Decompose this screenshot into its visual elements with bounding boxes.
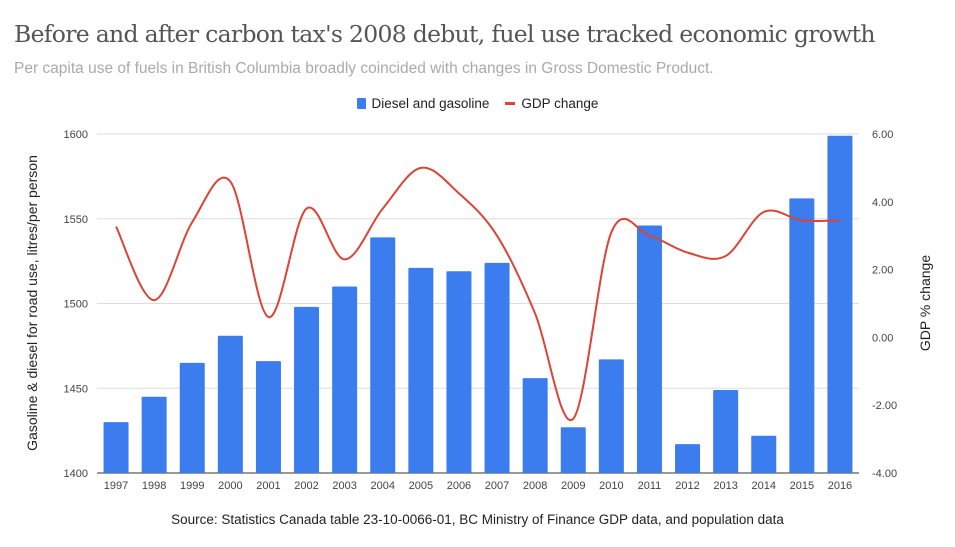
bar-2001 <box>255 361 281 473</box>
y-axis-label-left: Gasoline & diesel for road use, litres/p… <box>24 155 40 451</box>
y-tick-left: 1600 <box>64 129 88 141</box>
x-tick: 2001 <box>256 480 280 492</box>
bar-2015 <box>789 198 815 473</box>
x-tick: 2006 <box>447 480 471 492</box>
x-tick: 2004 <box>371 480 395 492</box>
bar-2010 <box>598 359 624 473</box>
gdp-change-line <box>115 166 840 422</box>
x-tick: 2015 <box>790 480 814 492</box>
x-tick: 2002 <box>294 480 318 492</box>
bar-2016 <box>827 135 853 473</box>
y-tick-right: 6.00 <box>872 129 893 141</box>
y-tick-right: 4.00 <box>872 197 893 209</box>
x-tick: 2003 <box>332 480 356 492</box>
y-tick-left: 1450 <box>64 383 88 395</box>
x-tick: 2007 <box>485 480 509 492</box>
legend: Diesel and gasoline GDP change <box>0 95 955 111</box>
x-tick: 2013 <box>713 480 737 492</box>
bar-2006 <box>446 271 472 473</box>
bar-2007 <box>484 262 510 473</box>
y-tick-right: -2.00 <box>872 400 897 412</box>
x-tick: 2000 <box>218 480 242 492</box>
x-tick: 2012 <box>675 480 699 492</box>
bar-2005 <box>408 267 434 473</box>
chart-title: Before and after carbon tax's 2008 debut… <box>14 20 876 48</box>
bar-1999 <box>179 362 205 473</box>
x-tick: 2008 <box>523 480 547 492</box>
y-tick-left: 1400 <box>64 468 88 480</box>
bar-2004 <box>370 237 396 473</box>
bar-2011 <box>636 225 662 473</box>
y-axis-label-right: GDP % change <box>917 255 933 351</box>
x-tick: 2009 <box>561 480 585 492</box>
x-tick: 1997 <box>104 480 128 492</box>
bar-2003 <box>332 286 358 473</box>
legend-swatch-gdp <box>505 101 516 105</box>
legend-swatch-diesel <box>356 97 366 109</box>
x-tick: 2016 <box>828 480 852 492</box>
bar-2014 <box>751 435 777 473</box>
bar-2008 <box>522 378 548 473</box>
x-tick: 2014 <box>752 480 776 492</box>
y-tick-right: 0.00 <box>872 332 893 344</box>
bar-2000 <box>217 335 243 473</box>
x-tick: 2011 <box>638 480 662 492</box>
y-tick-right: -4.00 <box>872 468 897 480</box>
x-tick: 1998 <box>142 480 166 492</box>
x-tick: 2010 <box>599 480 623 492</box>
bar-1997 <box>103 422 129 473</box>
chart-subtitle: Per capita use of fuels in British Colum… <box>14 60 714 77</box>
bar-2013 <box>713 389 739 473</box>
y-tick-left: 1500 <box>64 299 88 311</box>
x-tick: 2005 <box>409 480 433 492</box>
y-tick-left: 1550 <box>64 214 88 226</box>
source-note: Source: Statistics Canada table 23-10-00… <box>171 512 784 527</box>
bar-2012 <box>675 444 701 473</box>
y-tick-right: 2.00 <box>872 265 893 277</box>
bar-2002 <box>294 306 320 473</box>
legend-label-gdp: GDP change <box>521 95 599 111</box>
x-tick: 1999 <box>180 480 204 492</box>
legend-label-diesel: Diesel and gasoline <box>371 95 490 111</box>
bar-2009 <box>560 427 586 473</box>
bar-1998 <box>141 396 167 473</box>
